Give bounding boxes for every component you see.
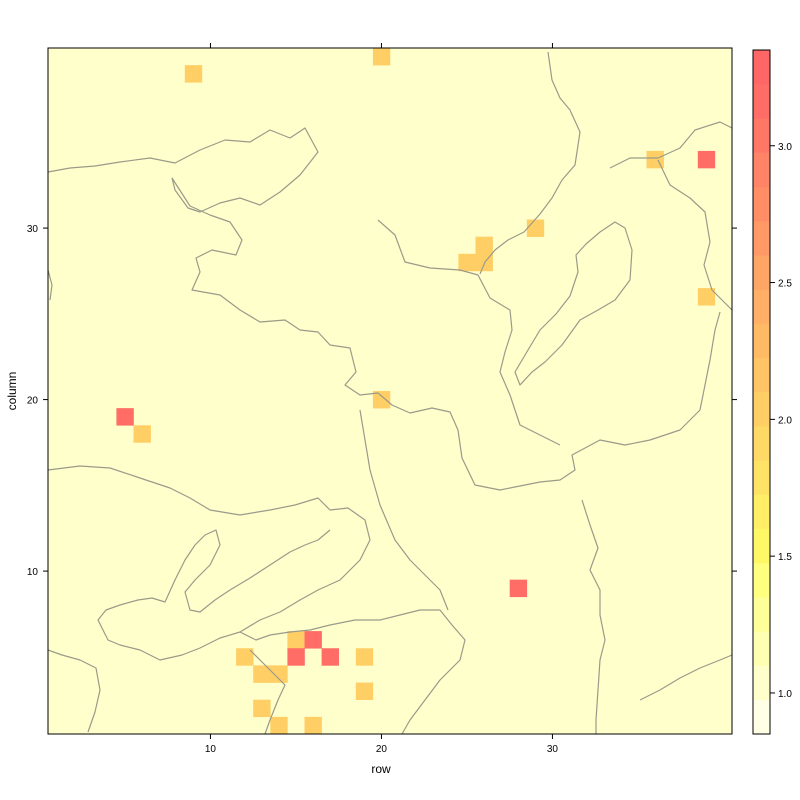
x-tick-label: 10 (205, 744, 217, 755)
heatmap-cell (253, 665, 271, 683)
x-tick-label: 30 (547, 744, 559, 755)
color-key-band (753, 357, 770, 393)
plot-frame (47, 47, 733, 735)
coastline-east-shore (609, 121, 733, 169)
coastline-southern-strait (249, 649, 286, 735)
heatmap-cell (355, 648, 374, 666)
heatmap-cell (475, 236, 493, 255)
color-key-tick-label: 1.5 (778, 552, 792, 563)
heatmap-cell (321, 648, 339, 666)
color-key-band (753, 665, 770, 701)
coastline-west-edge (47, 269, 53, 301)
coastline-far-southeast (639, 654, 733, 701)
coastline-south-bay (47, 465, 371, 661)
coastline-south-peninsula (239, 609, 466, 735)
heatmap-cell (304, 716, 322, 735)
x-axis-label: row (371, 762, 391, 776)
color-key-band (753, 392, 770, 427)
heatmap-cell (133, 425, 151, 443)
coastline-inner (377, 219, 561, 446)
color-key-band (753, 563, 770, 598)
color-key-frame (752, 49, 771, 735)
color-key-band (753, 255, 770, 290)
color-key-band (753, 186, 770, 222)
heatmap-cell (372, 48, 391, 66)
color-key-band (753, 528, 770, 564)
heatmap-cell (697, 150, 716, 169)
heatmap-cell (697, 288, 716, 306)
color-key-tick-label: 1.0 (778, 689, 792, 700)
color-key-tick-label: 2.5 (778, 279, 792, 290)
color-key-band (753, 494, 770, 530)
x-tick-label: 20 (376, 744, 388, 755)
heatmap-cell (304, 631, 322, 649)
y-axis-label: column (5, 372, 19, 411)
river-central (359, 409, 449, 611)
coastline-overlay (47, 51, 733, 735)
y-tick-label: 30 (27, 224, 39, 235)
heatmap-cell (236, 648, 254, 666)
heatmap-cell (184, 65, 203, 83)
coastline-southwest (47, 649, 101, 733)
heatmap-cell (526, 219, 545, 237)
color-key-band (753, 426, 770, 461)
heatmap-cell (253, 699, 271, 718)
coastline-gulf (171, 177, 721, 491)
heatmap-cells (48, 48, 732, 735)
y-tick-label: 20 (27, 396, 39, 407)
coastline-northeast (479, 51, 581, 275)
heatmap-cell (287, 648, 305, 666)
color-key-band (753, 597, 770, 632)
coastline-north (47, 127, 319, 213)
color-key-band (753, 84, 770, 119)
color-key-band (753, 50, 770, 85)
color-key-band (753, 118, 770, 153)
coastline-east-peninsula (657, 159, 733, 311)
color-key-band (753, 221, 770, 256)
color-key: 1.0 1.5 2.0 2.5 3.0 (752, 49, 792, 735)
heatmap-cell (355, 682, 374, 700)
coastline-southeast (581, 499, 606, 734)
axes: 10 20 30 10 20 30 (27, 43, 737, 755)
heatmap-cell (509, 579, 528, 598)
color-key-tick-label: 2.0 (778, 415, 792, 426)
color-key-tick-label: 3.0 (778, 142, 792, 153)
heatmap-cell (287, 631, 305, 649)
color-key-band (753, 323, 770, 359)
color-key-band (753, 152, 770, 188)
heatmap-cell (116, 408, 134, 426)
heatmap-cell (372, 391, 391, 409)
heatmap-cell (270, 716, 288, 735)
lake-east (514, 221, 633, 386)
color-key-band (753, 289, 770, 324)
color-key-band (753, 631, 770, 666)
color-key-band (753, 699, 770, 735)
heatmap-cell (270, 665, 288, 683)
color-key-band (753, 460, 770, 495)
y-tick-label: 10 (27, 567, 39, 578)
heatmap-cell (458, 253, 476, 272)
